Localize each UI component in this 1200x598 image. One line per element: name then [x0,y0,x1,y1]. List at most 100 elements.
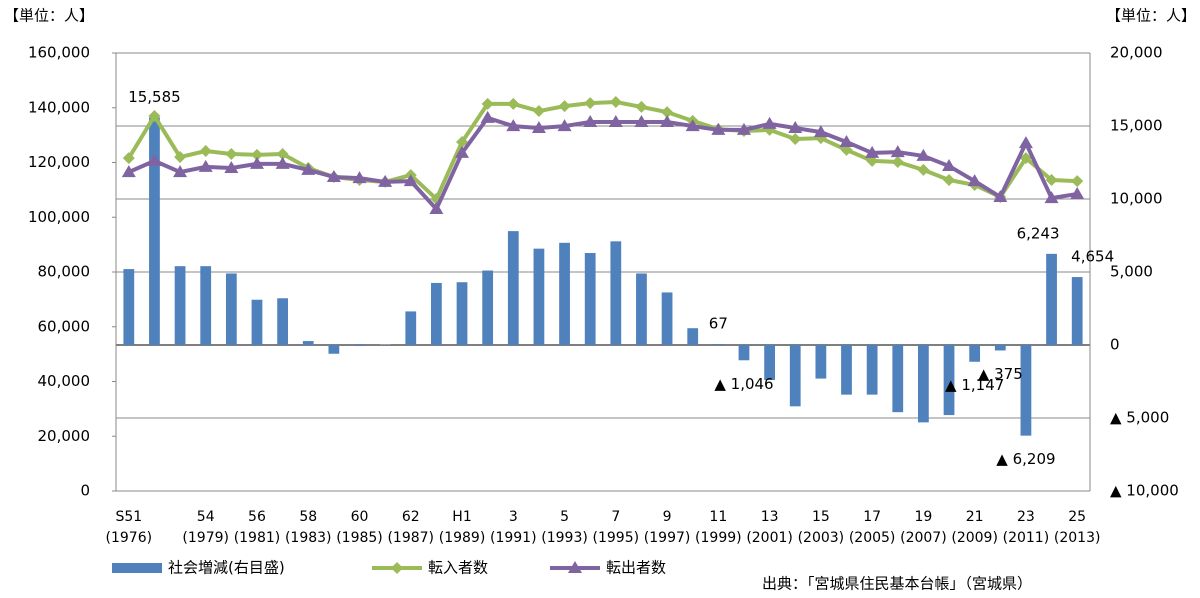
bar [892,345,904,413]
data-label: 67 [709,315,728,333]
x-tick-sublabel: (2013) [1054,530,1101,546]
marker [250,148,263,161]
y2-tick-label: 0 [1110,336,1120,354]
marker [276,148,289,161]
x-tick-sublabel: (1991) [490,530,537,546]
x-tick-label: 62 [402,509,420,525]
marker [711,122,726,135]
marker [481,97,494,110]
bar [943,345,955,416]
bar [533,248,545,345]
bar [482,270,494,345]
x-tick-sublabel: (1993) [541,530,588,546]
unit-right: 【単位：人】 [1106,7,1196,25]
y2-tick-label: 15,000 [1110,117,1163,135]
marker [557,119,572,132]
x-tick-label: 5 [560,509,569,525]
x-tick-sublabel: (2005) [849,530,896,546]
data-label: ▲ 1,046 [714,375,773,393]
x-tick-label: 17 [863,509,881,525]
marker [225,148,238,161]
y-tick-label: 80,000 [38,263,91,281]
x-tick-sublabel: (2007) [900,530,947,546]
marker [326,170,341,183]
bar [405,311,417,345]
marker [1071,175,1084,188]
marker [507,97,520,110]
bar [994,345,1006,351]
marker [583,114,598,127]
marker [301,162,316,175]
y-tick-label: 120,000 [28,153,90,171]
marker [506,119,521,132]
bar [918,345,929,423]
marker [917,163,930,176]
bar [584,253,596,345]
data-label: 15,585 [128,88,181,106]
marker [122,152,135,165]
x-tick-sublabel: (2011) [1003,530,1050,546]
marker [558,100,571,113]
marker [584,97,597,110]
marker [148,109,161,122]
legend-marker [568,561,582,573]
x-tick-label: H1 [452,509,471,525]
unit-left: 【単位：人】 [4,7,94,25]
marker [1070,186,1085,199]
bar [456,282,468,345]
y2-tick-label: 5,000 [1110,263,1153,281]
bar [277,298,288,345]
marker [916,148,931,161]
data-label: ▲ 6,209 [996,450,1055,468]
legend-marker [391,562,403,574]
marker [456,135,469,148]
x-tick-sublabel: (1981) [234,530,281,546]
line [127,100,1078,201]
x-tick-sublabel: (1995) [593,530,640,546]
marker [121,165,136,178]
x-tick-label: 58 [299,509,317,525]
marker [147,153,162,166]
marker [249,156,264,169]
marker [789,132,802,145]
bar [123,269,135,345]
bar [969,345,981,362]
y-tick-label: 100,000 [28,208,90,226]
x-tick-label: 7 [611,509,620,525]
x-tick-sublabel: (1983) [285,530,332,546]
source-note: 出典：「宮城県住民基本台帳」（宮城県） [762,575,1032,593]
bar [1020,345,1032,436]
x-tick-label: 3 [509,509,518,525]
marker [224,160,239,173]
marker [199,145,212,158]
x-tick-label: 60 [351,509,369,525]
marker [890,145,905,158]
marker [378,174,393,187]
x-tick-sublabel: (1985) [336,530,383,546]
legend-label: 転出者数 [606,559,666,577]
marker [174,151,187,164]
x-tick-label: 19 [914,509,932,525]
bar [174,266,186,345]
x-tick-label: 56 [248,509,266,525]
x-tick-sublabel: (1976) [106,530,153,546]
y2-tick-label: ▲ 5,000 [1110,409,1169,427]
marker [993,189,1008,202]
marker [660,114,675,127]
bar [354,345,365,347]
legend-label: 社会増減(右目盛) [168,559,285,577]
marker [942,159,957,172]
x-tick-sublabel: (1979) [182,530,229,546]
bar [507,231,519,345]
bar [1046,253,1057,345]
y2-tick-label: 20,000 [1110,44,1163,62]
y-tick-label: 140,000 [28,98,90,116]
bar [200,266,212,345]
x-tick-label: 54 [197,509,215,525]
marker [1045,174,1058,187]
marker [403,174,418,187]
marker [891,155,904,168]
x-tick-label: 13 [761,509,779,525]
bar [149,117,160,345]
